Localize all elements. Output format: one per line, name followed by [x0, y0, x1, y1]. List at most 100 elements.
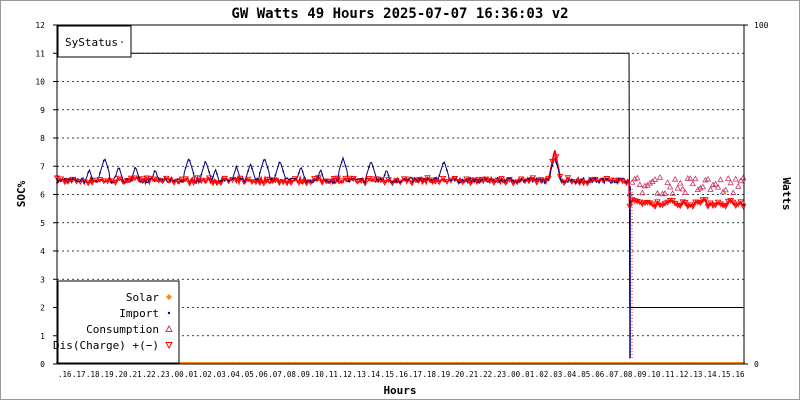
y-right-axis-label: Watts — [780, 177, 793, 210]
discharge-point — [299, 179, 306, 186]
discharge-point — [396, 179, 404, 186]
discharge-point — [108, 178, 115, 185]
x-tick-label: .15 — [717, 370, 731, 379]
x-tick-label: .01 — [521, 370, 535, 379]
consumption-point — [737, 177, 744, 184]
discharge-point — [237, 175, 244, 182]
consumption-point — [730, 189, 737, 196]
x-tick-label: .19 — [437, 370, 451, 379]
import-point — [169, 179, 172, 182]
x-tick-label: .21 — [465, 370, 479, 379]
import-point — [434, 177, 437, 179]
import-point — [290, 177, 292, 180]
discharge-point — [279, 179, 287, 186]
discharge-point — [654, 199, 661, 206]
import-point — [157, 177, 160, 180]
consumption-point — [717, 176, 724, 183]
discharge-point — [740, 203, 747, 210]
x-tick-label: .02 — [535, 370, 549, 379]
discharge-point — [588, 177, 595, 184]
discharge-point — [147, 175, 154, 182]
import-point — [67, 178, 70, 181]
import-point — [399, 181, 402, 184]
legend-label-2: Import — [119, 307, 159, 320]
discharge-point — [687, 202, 694, 209]
discharge-point — [676, 203, 684, 210]
import-point — [91, 177, 94, 180]
import-point — [313, 179, 316, 182]
discharge-point — [471, 177, 478, 184]
x-tick-label: .06 — [254, 370, 268, 379]
import-point — [114, 175, 117, 178]
import-point — [75, 180, 78, 182]
x-tick-label: .09 — [633, 370, 647, 379]
discharge-point — [268, 177, 275, 184]
import-point — [60, 180, 62, 183]
import-point — [481, 178, 484, 180]
discharge-point — [233, 177, 240, 184]
discharge-point — [729, 199, 737, 206]
x-tick-label: .07 — [268, 370, 282, 379]
import-point — [453, 179, 456, 182]
discharge-point — [572, 179, 579, 186]
import-point — [344, 165, 347, 168]
x-tick-label: .22 — [479, 370, 493, 379]
import-point — [387, 174, 390, 177]
consumption-point — [651, 176, 659, 182]
import-point — [270, 177, 273, 180]
import-point — [231, 178, 234, 180]
import-point — [602, 177, 604, 180]
discharge-point — [689, 203, 697, 210]
discharge-point — [659, 202, 666, 209]
discharge-point — [256, 180, 264, 186]
import-point — [414, 178, 417, 181]
x-tick-label: .12 — [675, 370, 689, 379]
x-tick-label: .12 — [338, 370, 352, 379]
import-point — [582, 177, 585, 180]
discharge-point — [626, 203, 633, 210]
y-left-tick-label: 8 — [40, 134, 45, 143]
import-point — [500, 179, 503, 182]
import-point — [508, 177, 511, 180]
x-tick-label: .00 — [170, 370, 184, 379]
import-point — [301, 171, 304, 173]
import-point — [477, 181, 480, 184]
import-point — [543, 181, 546, 184]
import-point — [188, 159, 191, 162]
discharge-point — [681, 200, 689, 206]
x-tick-label: .23 — [493, 370, 507, 379]
import-point — [559, 177, 562, 180]
consumption-point — [694, 186, 702, 193]
import-point — [539, 178, 542, 181]
discharge-point — [697, 200, 704, 207]
x-tick-label: .07 — [605, 370, 619, 379]
import-point — [426, 178, 429, 181]
discharge-point — [198, 178, 205, 185]
discharge-point — [112, 179, 119, 186]
discharge-point — [338, 178, 345, 185]
x-tick-label: .06 — [591, 370, 605, 379]
import-point — [442, 162, 445, 165]
import-point — [360, 177, 363, 180]
import-point — [79, 179, 82, 182]
discharge-point — [139, 176, 147, 183]
import-point — [340, 161, 343, 163]
import-point — [555, 161, 558, 164]
discharge-point — [474, 177, 482, 184]
discharge-point — [186, 180, 193, 187]
systatus-label: SyStatus — [65, 36, 118, 49]
discharge-point — [260, 180, 267, 187]
discharge-point — [580, 180, 587, 187]
consumption-point — [671, 175, 679, 182]
discharge-point — [248, 179, 256, 186]
consumption-point — [714, 183, 722, 190]
import-point — [317, 175, 320, 178]
discharge-point — [412, 177, 420, 184]
import-point — [586, 180, 589, 183]
x-tick-label: .10 — [310, 370, 324, 379]
discharge-point — [432, 179, 439, 185]
import-point — [258, 171, 261, 174]
consumption-point — [631, 175, 638, 182]
legend-label-4: Dis(Charge) +(−) — [53, 339, 159, 352]
